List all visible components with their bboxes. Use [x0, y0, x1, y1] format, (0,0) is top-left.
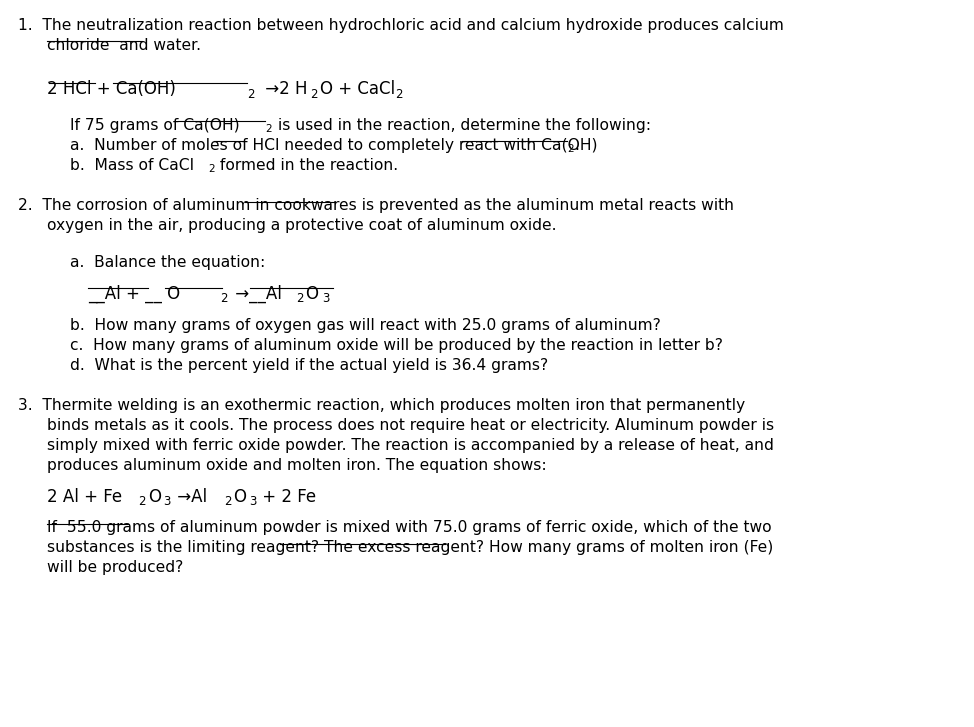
Text: O: O [233, 488, 246, 506]
Text: .: . [574, 138, 579, 153]
Text: oxygen in the air, producing a protective coat of aluminum oxide.: oxygen in the air, producing a protectiv… [47, 218, 556, 233]
Text: 1.  The neutralization reaction between hydrochloric acid and calcium hydroxide : 1. The neutralization reaction between h… [18, 18, 784, 33]
Text: 2: 2 [208, 164, 214, 174]
Text: will be produced?: will be produced? [47, 560, 183, 575]
Text: 2.  The corrosion of aluminum in cookwares is prevented as the aluminum metal re: 2. The corrosion of aluminum in cookware… [18, 198, 734, 213]
Text: 3: 3 [163, 495, 170, 508]
Text: 2: 2 [220, 292, 228, 305]
Text: O: O [148, 488, 161, 506]
Text: 2: 2 [138, 495, 145, 508]
Text: 3: 3 [249, 495, 256, 508]
Text: 2: 2 [265, 124, 272, 134]
Text: b.  Mass of CaCl: b. Mass of CaCl [70, 158, 194, 173]
Text: →__Al: →__Al [230, 285, 281, 303]
Text: 2: 2 [296, 292, 304, 305]
Text: a.  Balance the equation:: a. Balance the equation: [70, 255, 265, 270]
Text: b.  How many grams of oxygen gas will react with 25.0 grams of aluminum?: b. How many grams of oxygen gas will rea… [70, 318, 661, 333]
Text: produces aluminum oxide and molten iron. The equation shows:: produces aluminum oxide and molten iron.… [47, 458, 546, 473]
Text: chloride  and water.: chloride and water. [47, 38, 201, 53]
Text: →Al: →Al [172, 488, 207, 506]
Text: If 75 grams of Ca(OH): If 75 grams of Ca(OH) [70, 118, 240, 133]
Text: c.  How many grams of aluminum oxide will be produced by the reaction in letter : c. How many grams of aluminum oxide will… [70, 338, 723, 353]
Text: substances is the limiting reagent? The excess reagent? How many grams of molten: substances is the limiting reagent? The … [47, 540, 773, 555]
Text: 2 Al + Fe: 2 Al + Fe [47, 488, 122, 506]
Text: O + CaCl: O + CaCl [320, 80, 395, 98]
Text: If  55.0 grams of aluminum powder is mixed with 75.0 grams of ferric oxide, whic: If 55.0 grams of aluminum powder is mixe… [47, 520, 771, 535]
Text: __Al + __ O: __Al + __ O [88, 285, 180, 303]
Text: →2 H: →2 H [260, 80, 308, 98]
Text: d.  What is the percent yield if the actual yield is 36.4 grams?: d. What is the percent yield if the actu… [70, 358, 548, 373]
Text: binds metals as it cools. The process does not require heat or electricity. Alum: binds metals as it cools. The process do… [47, 418, 774, 433]
Text: 3: 3 [322, 292, 329, 305]
Text: 2: 2 [395, 88, 402, 101]
Text: simply mixed with ferric oxide powder. The reaction is accompanied by a release : simply mixed with ferric oxide powder. T… [47, 438, 774, 453]
Text: formed in the reaction.: formed in the reaction. [215, 158, 398, 173]
Text: 2: 2 [247, 88, 254, 101]
Text: + 2 Fe: + 2 Fe [257, 488, 317, 506]
Text: 3.  Thermite welding is an exothermic reaction, which produces molten iron that : 3. Thermite welding is an exothermic rea… [18, 398, 745, 413]
Text: 2 HCl + Ca(OH): 2 HCl + Ca(OH) [47, 80, 176, 98]
Text: 2: 2 [567, 144, 574, 154]
Text: 2: 2 [310, 88, 318, 101]
Text: 2: 2 [224, 495, 232, 508]
Text: a.  Number of moles of HCl needed to completely react with Ca(OH): a. Number of moles of HCl needed to comp… [70, 138, 597, 153]
Text: is used in the reaction, determine the following:: is used in the reaction, determine the f… [273, 118, 651, 133]
Text: O: O [305, 285, 318, 303]
